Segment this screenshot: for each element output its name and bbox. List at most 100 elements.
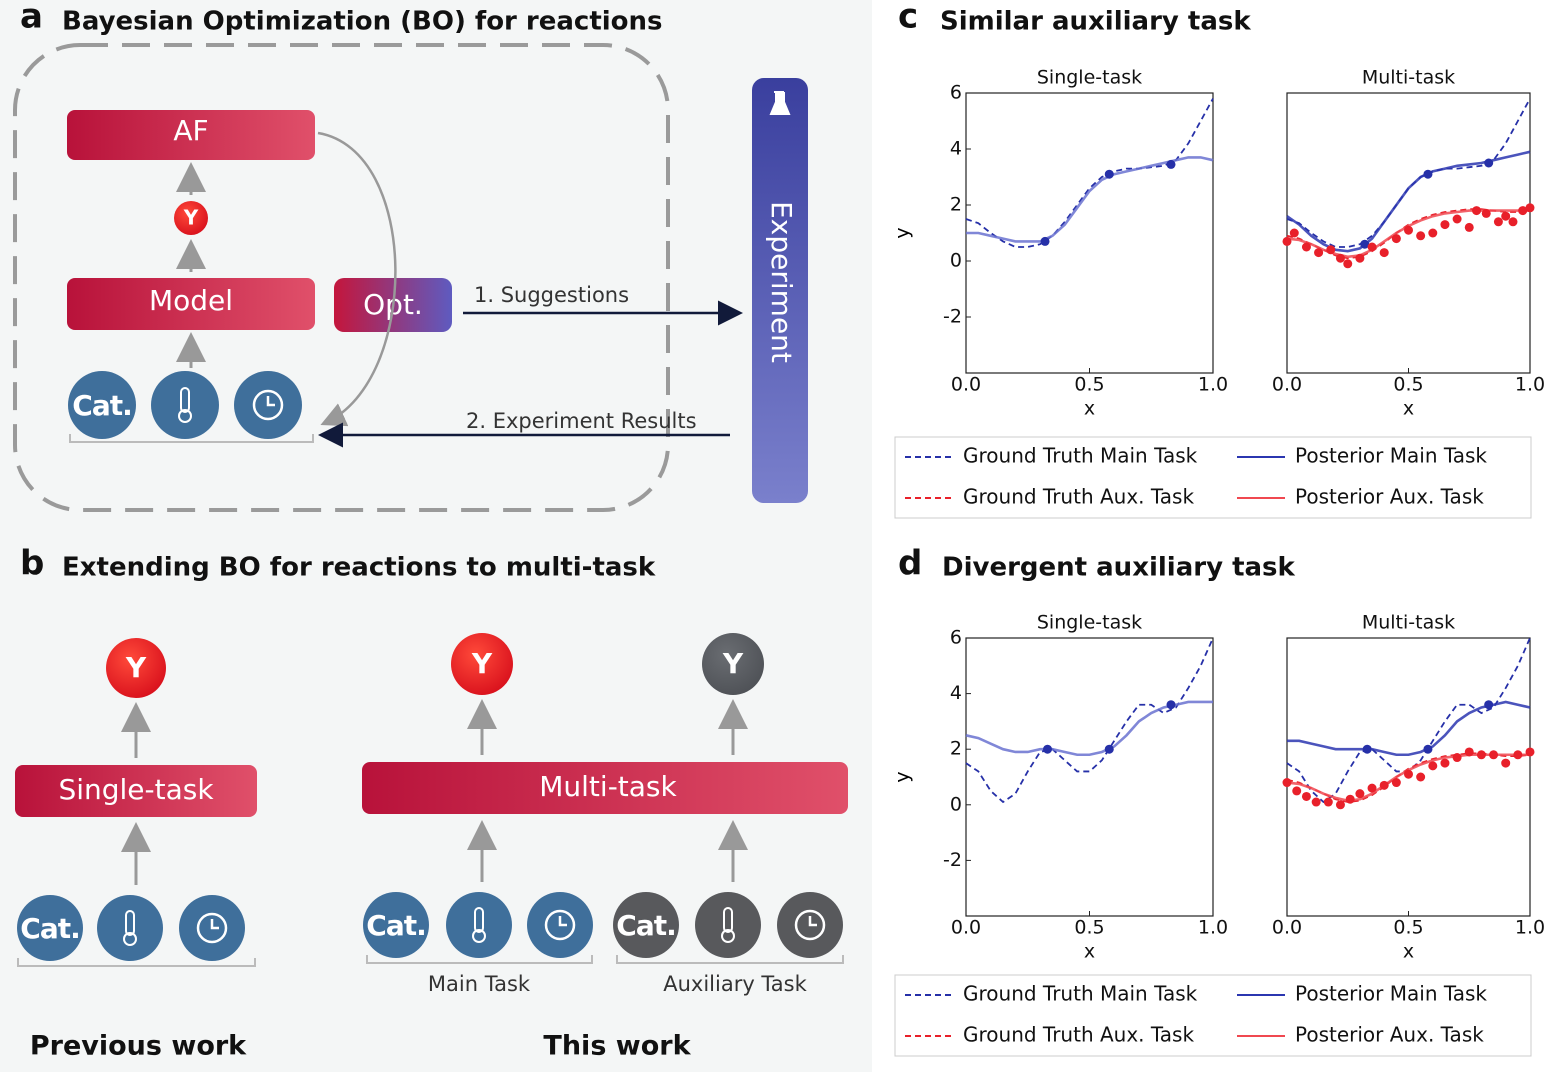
- x-axis-label: x: [1084, 398, 1095, 420]
- legend-box: [894, 436, 1532, 519]
- observation-point: [1379, 780, 1389, 790]
- catalyst-icon: [68, 371, 136, 439]
- x-tick-label: 1.0: [1515, 917, 1545, 939]
- observation-point: [1452, 753, 1462, 763]
- af-label: AF: [173, 114, 208, 147]
- observation-point: [1518, 206, 1528, 216]
- output-ball: [451, 633, 513, 695]
- observation-point: [1345, 794, 1355, 804]
- observation-point: [1326, 245, 1336, 255]
- observation-point: [1404, 769, 1413, 779]
- observation-point: [1040, 236, 1050, 246]
- observation-point: [1391, 778, 1401, 788]
- loop-boundary: [13, 43, 670, 512]
- observation-point: [1428, 228, 1438, 238]
- x-axis-label: x: [1403, 941, 1414, 963]
- chart-title: Multi-task: [1362, 612, 1455, 634]
- chart-title: Single-task: [1037, 612, 1142, 634]
- temperature-icon: [446, 892, 512, 958]
- output-label: Y: [183, 206, 199, 230]
- x-tick-label: 1.0: [1198, 374, 1228, 396]
- chart-title: Multi-task: [1362, 67, 1455, 89]
- observation-point: [1423, 744, 1433, 754]
- observation-point: [1104, 744, 1114, 754]
- group-label: Main Task: [428, 972, 531, 996]
- catalyst-icon: [17, 895, 83, 961]
- observation-point: [1311, 797, 1321, 807]
- observation-point: [1335, 800, 1345, 810]
- observation-point: [1440, 758, 1450, 768]
- x-tick-label: 0.5: [1393, 374, 1423, 396]
- x-tick-label: 0.0: [951, 374, 981, 396]
- legend-box: [894, 974, 1532, 1057]
- observation-point: [1391, 234, 1401, 244]
- multi-task-label: Multi-task: [539, 770, 677, 803]
- chart-title: Single-task: [1037, 67, 1142, 89]
- results-label: 2. Experiment Results: [466, 409, 697, 433]
- observation-point: [1292, 786, 1302, 796]
- observation-point: [1166, 700, 1176, 710]
- plot-area: [965, 637, 1214, 917]
- plot-area: [965, 92, 1214, 374]
- observation-point: [1464, 222, 1474, 232]
- y-tick-label: 6: [950, 82, 962, 104]
- output-ball: [702, 633, 764, 695]
- flask-icon: [769, 91, 791, 115]
- catalyst-label: Cat.: [20, 912, 79, 945]
- legend-label: Posterior Main Task: [1295, 444, 1487, 468]
- observation-point: [1282, 236, 1292, 246]
- observation-point: [1416, 772, 1426, 782]
- y-tick-label: -2: [943, 306, 962, 328]
- panel-label: a: [20, 0, 43, 37]
- model-label: Model: [149, 284, 233, 317]
- observation-point: [1484, 700, 1494, 710]
- y-axis-label: y: [892, 771, 914, 782]
- y-tick-label: 4: [950, 138, 962, 160]
- legend-label: Ground Truth Main Task: [963, 982, 1198, 1006]
- observation-point: [1501, 758, 1511, 768]
- time-icon: [527, 892, 593, 958]
- output-label: Y: [722, 647, 744, 680]
- bracket: [17, 958, 256, 967]
- y-tick-label: 0: [950, 250, 962, 272]
- legend-label: Ground Truth Aux. Task: [963, 1023, 1194, 1047]
- legend-label: Ground Truth Main Task: [963, 444, 1198, 468]
- y-tick-label: -2: [943, 849, 962, 871]
- y-tick-label: 2: [950, 738, 962, 760]
- y-tick-label: 2: [950, 194, 962, 216]
- observation-point: [1452, 214, 1462, 224]
- y-tick-label: 6: [950, 627, 962, 649]
- temperature-icon: [151, 371, 219, 439]
- observation-point: [1476, 750, 1486, 760]
- legend-label: Posterior Aux. Task: [1295, 485, 1484, 509]
- observation-point: [1525, 203, 1535, 213]
- observation-point: [1404, 225, 1413, 235]
- bracket: [69, 434, 314, 443]
- observation-point: [1489, 750, 1499, 760]
- output-ball: [106, 638, 166, 698]
- single-task-label: Single-task: [58, 773, 214, 806]
- x-tick-label: 1.0: [1515, 374, 1545, 396]
- group-label: Auxiliary Task: [663, 972, 807, 996]
- panel-label: b: [20, 544, 44, 584]
- observation-point: [1472, 206, 1482, 216]
- observation-point: [1416, 231, 1426, 241]
- observation-point: [1362, 744, 1372, 754]
- experiment-label: Experiment: [765, 201, 798, 363]
- multi-task-box: [362, 762, 848, 814]
- output-ball: [174, 201, 208, 235]
- observation-point: [1513, 750, 1523, 760]
- observation-point: [1423, 169, 1433, 179]
- observation-point: [1360, 239, 1370, 249]
- panel-label: d: [898, 544, 922, 584]
- catalyst-icon: [363, 892, 429, 958]
- observation-point: [1501, 211, 1511, 221]
- observation-point: [1484, 158, 1494, 168]
- loop-arrow: [317, 131, 397, 427]
- observation-point: [1464, 747, 1474, 757]
- observation-point: [1104, 169, 1114, 179]
- af-box: [67, 110, 315, 160]
- observation-point: [1428, 761, 1438, 771]
- y-axis-label: y: [892, 227, 914, 238]
